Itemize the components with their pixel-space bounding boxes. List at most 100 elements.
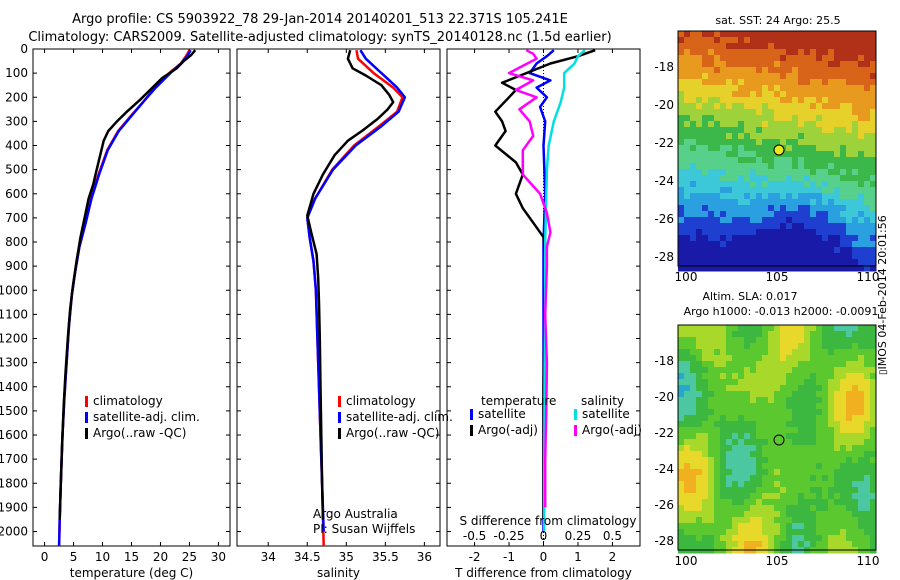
- argo-position-marker-sst: [773, 144, 785, 156]
- legend-diff-salinity-label: satellite: [582, 407, 630, 421]
- x-tick-label-temperature: 20: [153, 550, 168, 564]
- legend-temperature-label: satellite-adj. clim.: [93, 410, 200, 424]
- x-tick-label-difference: -2: [469, 550, 481, 564]
- legend-salinity-swatch: [338, 396, 341, 407]
- x-tick-label-difference: -1: [503, 550, 515, 564]
- legend-diff-temperature-swatch: [470, 425, 473, 436]
- credit-label: ▯IMOS 04-Feb-2014 20:01:56: [876, 215, 889, 375]
- y-tick-label: 200: [5, 90, 28, 104]
- sst-map-x-tick-label: 110: [857, 270, 880, 284]
- sst-map-frame: [677, 30, 877, 267]
- x-tick-label-salinity-diff: 0.25: [565, 529, 592, 543]
- x-tick-label-salinity: 35.5: [372, 550, 399, 564]
- panel-temperature-frame: [32, 48, 231, 547]
- sst-map-y-tick-label: -24: [654, 174, 674, 188]
- y-tick-label: 1800: [0, 476, 28, 490]
- x-tick-label-difference: 1: [574, 550, 582, 564]
- y-tick-label: 500: [5, 163, 28, 177]
- x-tick-label-salinity-diff: -0.5: [463, 529, 486, 543]
- y-tick-label: 600: [5, 187, 28, 201]
- sst-map-x-tick-label: 105: [766, 270, 789, 284]
- legend-temperature-swatch: [85, 412, 88, 423]
- sla-map: [678, 325, 877, 554]
- figure-title-line2: Climatology: CARS2009. Satellite-adjuste…: [28, 30, 612, 45]
- sst-map-title: sat. SST: 24 Argo: 25.5: [715, 14, 841, 27]
- sla-map-frame: [677, 324, 877, 551]
- sst-map-y-tick-label: -18: [654, 60, 674, 74]
- y-tick-label: 1300: [0, 356, 28, 370]
- y-tick-label: 1700: [0, 452, 28, 466]
- panel-salinity-frame: [236, 48, 441, 547]
- legend-salinity-swatch: [338, 412, 341, 423]
- y-tick-label: 1600: [0, 428, 28, 442]
- legend-diff-temperature-title: temperature: [481, 394, 556, 408]
- x-tick-label-temperature: 5: [70, 550, 78, 564]
- legend-diff-temperature-label: satellite: [478, 407, 526, 421]
- y-tick-label: 400: [5, 139, 28, 153]
- sst-map: [678, 31, 877, 272]
- x-tick-label-temperature: 0: [41, 550, 49, 564]
- series-line-temperature-satellite: [528, 49, 555, 532]
- y-tick-label: 1400: [0, 380, 28, 394]
- series-line-argo-raw-qc-: [58, 49, 197, 520]
- x-tick-label-salinity-diff: 0: [540, 529, 548, 543]
- y-tick-label: 1200: [0, 332, 28, 346]
- sla-map-title-line1: Altim. SLA: 0.017: [702, 290, 798, 303]
- x-tick-label-salinity-diff: 0.5: [603, 529, 622, 543]
- legend-diff-salinity-swatch: [574, 425, 577, 436]
- y-tick-label: 100: [5, 66, 28, 80]
- annotation-pi: PI: Susan Wijffels: [313, 522, 415, 536]
- legend-diff-temperature-swatch: [470, 409, 473, 420]
- sst-map-y-tick-label: -20: [654, 98, 674, 112]
- sla-map-y-tick-label: -28: [654, 534, 674, 548]
- x-axis-label-difference: T difference from climatology: [454, 566, 632, 580]
- series-line-satellite-adj-clim-: [306, 49, 407, 532]
- sst-map-y-tick-label: -22: [654, 136, 674, 150]
- x-axis-label-top-difference: S difference from climatology: [460, 514, 637, 528]
- x-axis-label-salinity: salinity: [317, 566, 360, 580]
- annotation-argo-australia: Argo Australia: [313, 507, 398, 521]
- legend-diff-temperature-label: Argo(-adj): [478, 423, 538, 437]
- y-tick-label: 900: [5, 259, 28, 273]
- legend-diff-salinity-label: Argo(-adj): [582, 423, 642, 437]
- series-line-salinity-satellite: [542, 49, 586, 532]
- x-tick-label-temperature: 30: [211, 550, 226, 564]
- legend-salinity-swatch: [338, 428, 341, 439]
- x-tick-label-difference: 2: [609, 550, 617, 564]
- legend-salinity-label: satellite-adj. clim.: [346, 410, 453, 424]
- sla-map-x-tick-label: 105: [766, 554, 789, 568]
- x-tick-label-temperature: 10: [95, 550, 110, 564]
- argo-position-marker-sla: [773, 434, 785, 446]
- legend-temperature-label: Argo(..raw -QC): [93, 426, 186, 440]
- y-tick-label: 1500: [0, 404, 28, 418]
- legend-diff-salinity-title: salinity: [581, 394, 624, 408]
- x-tick-label-temperature: 15: [124, 550, 139, 564]
- x-tick-label-temperature: 25: [182, 550, 197, 564]
- sst-map-y-tick-label: -28: [654, 250, 674, 264]
- x-axis-label-temperature: temperature (deg C): [70, 566, 193, 580]
- sst-map-x-tick-label: 100: [675, 270, 698, 284]
- y-tick-label: 0: [20, 42, 28, 56]
- sla-map-y-tick-label: -26: [654, 498, 674, 512]
- legend-temperature-label: climatology: [93, 394, 163, 408]
- sst-map-y-tick-label: -26: [654, 212, 674, 226]
- legend-temperature-swatch: [85, 396, 88, 407]
- y-tick-label: 1000: [0, 283, 28, 297]
- legend-salinity-label: climatology: [346, 394, 416, 408]
- figure-title-line1: Argo profile: CS 5903922_78 29-Jan-2014 …: [72, 12, 568, 27]
- x-tick-label-salinity: 36: [417, 550, 432, 564]
- series-line-argo-raw-qc-: [306, 49, 395, 520]
- x-tick-label-salinity: 34: [261, 550, 276, 564]
- sla-map-title-line2: Argo h1000: -0.013 h2000: -0.0091: [683, 305, 879, 318]
- sla-map-x-tick-label: 110: [857, 554, 880, 568]
- x-tick-label-salinity: 35: [339, 550, 354, 564]
- y-tick-label: 800: [5, 235, 28, 249]
- y-tick-label: 1900: [0, 500, 28, 514]
- x-tick-label-salinity-diff: -0.25: [494, 529, 525, 543]
- x-tick-label-salinity: 34.5: [294, 550, 321, 564]
- y-tick-label: 1100: [0, 307, 28, 321]
- sla-map-y-tick-label: -22: [654, 426, 674, 440]
- y-tick-label: 300: [5, 114, 28, 128]
- legend-diff-salinity-swatch: [574, 409, 577, 420]
